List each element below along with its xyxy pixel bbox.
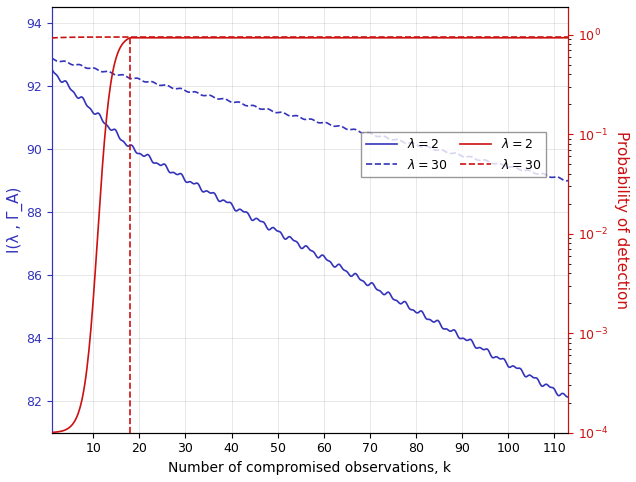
X-axis label: Number of compromised observations, k: Number of compromised observations, k (169, 461, 452, 475)
Y-axis label: I(λ , Γ_A): I(λ , Γ_A) (7, 187, 23, 253)
Legend: $\lambda = 2$, $\lambda = 30$, $\lambda = 2$, $\lambda = 30$: $\lambda = 2$, $\lambda = 30$, $\lambda … (361, 133, 546, 177)
Y-axis label: Probability of detection: Probability of detection (614, 131, 629, 309)
